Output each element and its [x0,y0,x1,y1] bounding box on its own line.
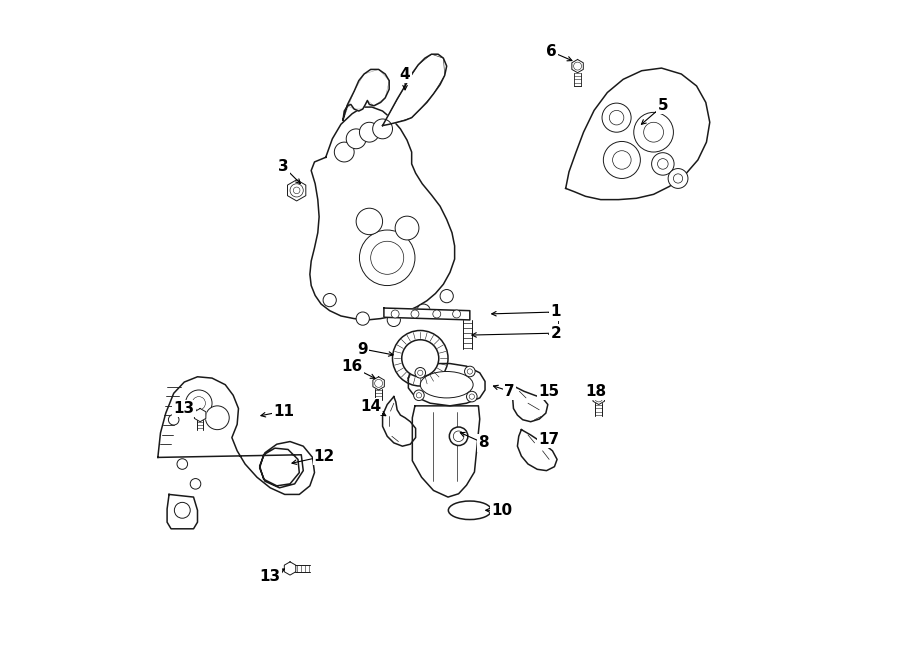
Polygon shape [409,364,485,406]
Polygon shape [384,308,470,320]
Circle shape [392,310,399,318]
Polygon shape [373,377,384,390]
Polygon shape [572,59,583,73]
Circle shape [359,230,415,286]
Circle shape [401,340,439,377]
Circle shape [449,427,468,446]
Circle shape [411,310,418,318]
Circle shape [356,312,369,325]
Polygon shape [566,68,710,200]
Polygon shape [382,397,416,446]
Text: 11: 11 [273,404,294,418]
Text: 5: 5 [658,98,668,113]
Circle shape [453,310,461,318]
Text: 15: 15 [538,384,560,399]
Circle shape [359,122,379,142]
Text: 13: 13 [259,569,281,584]
Ellipse shape [420,371,473,398]
Circle shape [356,208,382,235]
Polygon shape [167,494,197,529]
Polygon shape [593,391,605,405]
Circle shape [602,103,631,132]
Text: 4: 4 [400,67,410,81]
Polygon shape [287,180,306,201]
Text: 10: 10 [491,503,512,518]
Circle shape [334,142,355,162]
Circle shape [346,129,366,149]
Polygon shape [343,69,389,120]
Text: 6: 6 [545,44,556,59]
Text: 12: 12 [314,449,335,463]
Polygon shape [382,54,446,126]
Circle shape [466,391,477,402]
Text: 17: 17 [538,432,560,447]
Polygon shape [310,107,454,320]
Text: 14: 14 [360,399,382,414]
Circle shape [395,216,419,240]
Text: 18: 18 [585,384,606,399]
Circle shape [392,330,448,386]
Circle shape [387,313,400,327]
Text: 13: 13 [174,401,194,416]
Polygon shape [194,408,206,422]
Circle shape [433,310,441,318]
Circle shape [177,459,187,469]
Circle shape [415,368,426,378]
Text: 16: 16 [341,360,363,374]
Circle shape [634,112,673,152]
Circle shape [414,390,424,401]
Circle shape [190,479,201,489]
Circle shape [168,414,179,425]
Text: 2: 2 [551,326,561,340]
Circle shape [205,406,230,430]
Text: 1: 1 [551,305,561,319]
Circle shape [464,366,475,377]
Polygon shape [284,562,296,575]
Circle shape [603,141,641,178]
Polygon shape [158,377,314,494]
Text: 8: 8 [478,436,489,450]
Circle shape [440,290,454,303]
Ellipse shape [448,501,491,520]
Circle shape [652,153,674,175]
Circle shape [175,502,190,518]
Text: 3: 3 [278,159,289,174]
Text: 9: 9 [357,342,368,356]
Text: 7: 7 [504,384,515,399]
Circle shape [417,304,430,317]
Polygon shape [412,406,480,497]
Polygon shape [513,387,548,422]
Circle shape [373,119,392,139]
Circle shape [185,390,212,416]
Circle shape [668,169,688,188]
Circle shape [323,293,337,307]
Polygon shape [518,430,557,471]
